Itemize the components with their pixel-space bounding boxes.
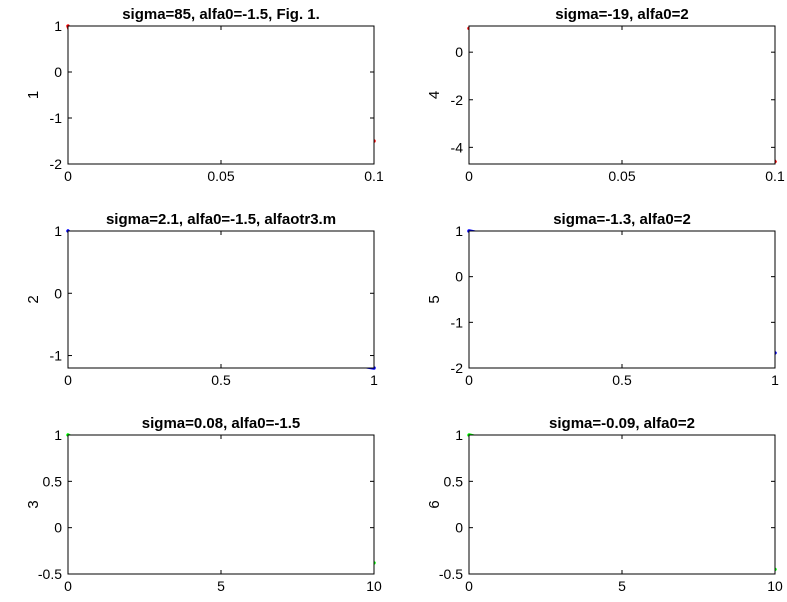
x-tick-label: 0 bbox=[64, 168, 72, 184]
x-tick-label: 0.1 bbox=[364, 168, 384, 184]
plot-frame bbox=[468, 434, 776, 575]
subplot-title: sigma=-0.09, alfa0=2 bbox=[549, 415, 695, 432]
plot-frame bbox=[468, 25, 776, 165]
y-tick-label: -2 bbox=[451, 92, 464, 108]
subplot-title: sigma=0.08, alfa0=-1.5 bbox=[142, 415, 300, 432]
y-tick-label: -4 bbox=[451, 139, 464, 155]
plot-frame bbox=[67, 230, 375, 369]
subplot-1: 0 0.05 0.1 -2 -1 0 1 sigma=85, alfa0=-1.5, Fig.… bbox=[25, 6, 384, 184]
y-axis-label: 3 bbox=[25, 500, 42, 508]
y-tick-label: 0.5 bbox=[43, 473, 63, 489]
x-tick-label: 0.05 bbox=[207, 168, 234, 184]
y-tick-label: 0.5 bbox=[444, 473, 464, 489]
x-tick-label: 10 bbox=[366, 578, 382, 594]
subplot-2: 0 0.05 0.1 -4 -2 0 sigma=-19, alfa0=2 4 bbox=[426, 6, 785, 184]
y-tick-label: 1 bbox=[54, 18, 62, 34]
y-tick-label: 1 bbox=[54, 223, 62, 239]
plot-frame bbox=[67, 434, 375, 575]
x-tick-label: 5 bbox=[217, 578, 225, 594]
subplot-title: sigma=2.1, alfa0=-1.5, alfaotr3.m bbox=[106, 211, 336, 228]
y-axis-label: 1 bbox=[25, 91, 42, 99]
y-tick-label: 0 bbox=[455, 269, 463, 285]
x-tick-label: 1 bbox=[370, 372, 378, 388]
x-tick-label: 0.5 bbox=[612, 372, 632, 388]
y-tick-label: 1 bbox=[455, 223, 463, 239]
y-tick-label: -0.5 bbox=[38, 566, 62, 582]
plot-frame bbox=[468, 230, 776, 369]
y-tick-label: -0.5 bbox=[439, 566, 463, 582]
y-tick-label: -1 bbox=[50, 348, 63, 364]
y-tick-label: -1 bbox=[451, 314, 464, 330]
subplot-4: 0 0.5 1 -2 -1 0 1 sigma=-1.3, alfa0=2 5 bbox=[426, 211, 779, 388]
x-tick-label: 0.1 bbox=[765, 168, 785, 184]
subplot-title: sigma=-19, alfa0=2 bbox=[555, 6, 688, 23]
y-tick-label: -2 bbox=[451, 360, 464, 376]
x-tick-label: 0 bbox=[465, 578, 473, 594]
y-tick-label: 1 bbox=[54, 427, 62, 443]
y-tick-label: -2 bbox=[50, 156, 63, 172]
x-tick-label: 0 bbox=[465, 168, 473, 184]
y-tick-label: 0 bbox=[455, 44, 463, 60]
x-tick-label: 5 bbox=[618, 578, 626, 594]
x-tick-label: 0 bbox=[64, 578, 72, 594]
y-tick-label: 0 bbox=[455, 520, 463, 536]
y-axis-label: 2 bbox=[25, 295, 42, 303]
x-tick-label: 0 bbox=[465, 372, 473, 388]
x-tick-label: 1 bbox=[771, 372, 779, 388]
x-tick-label: 0 bbox=[64, 372, 72, 388]
y-tick-label: 0 bbox=[54, 285, 62, 301]
x-tick-label: 0.5 bbox=[211, 372, 231, 388]
y-axis-label: 4 bbox=[426, 91, 443, 99]
y-tick-label: 0 bbox=[54, 64, 62, 80]
x-tick-label: 10 bbox=[767, 578, 783, 594]
subplot-title: sigma=85, alfa0=-1.5, Fig. 1. bbox=[122, 6, 320, 23]
y-axis-label: 5 bbox=[426, 295, 443, 303]
y-axis-label: 6 bbox=[426, 500, 443, 508]
plot-frame bbox=[67, 25, 375, 165]
y-tick-label: 1 bbox=[455, 427, 463, 443]
y-tick-label: 0 bbox=[54, 520, 62, 536]
y-tick-label: -1 bbox=[50, 110, 63, 126]
x-tick-label: 0.05 bbox=[608, 168, 635, 184]
subplot-title: sigma=-1.3, alfa0=2 bbox=[553, 211, 691, 228]
